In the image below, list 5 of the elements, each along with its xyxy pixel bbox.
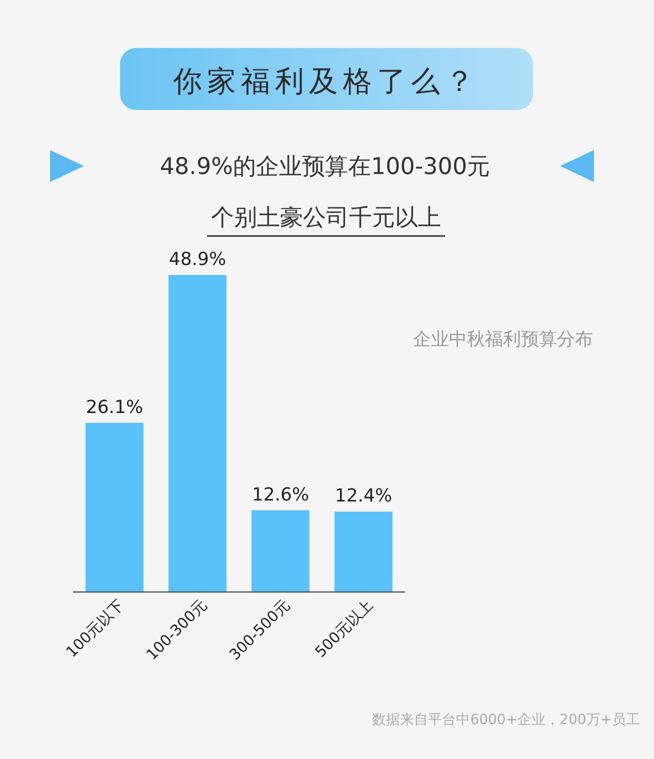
annotation: 个别土豪公司千元以上 [211,205,441,231]
annotation: 企业中秋福利预算分布 [413,329,593,350]
annotation: 数据来自平台中6000+企业，200万+员工 [372,712,640,728]
title: 你家福利及格了么？ [173,64,479,98]
subtitle: 48.9%的企业预算在100-300元 [160,154,490,180]
